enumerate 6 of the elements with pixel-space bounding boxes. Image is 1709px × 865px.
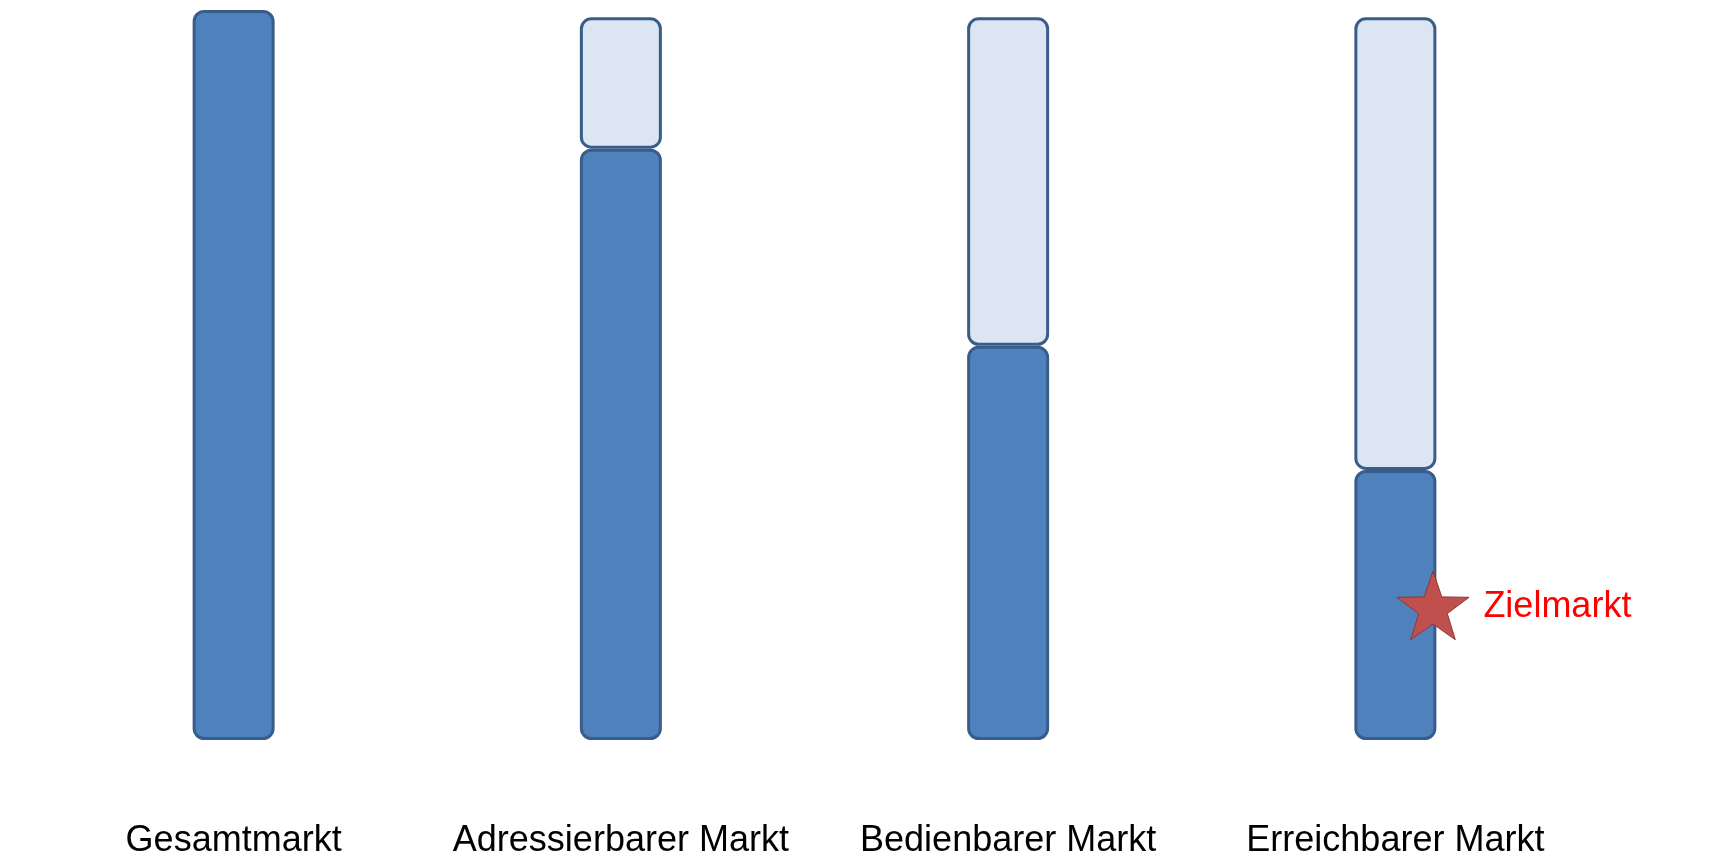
annotation: Zielmarkt <box>1483 583 1632 626</box>
x-tick-label: Gesamtmarkt <box>125 817 342 859</box>
x-tick-label: Erreichbarer Markt <box>1246 817 1545 859</box>
x-tick-label: Adressierbarer Markt <box>452 817 789 859</box>
x-tick-label: Bedienbarer Markt <box>860 817 1157 859</box>
bar <box>192 10 275 740</box>
